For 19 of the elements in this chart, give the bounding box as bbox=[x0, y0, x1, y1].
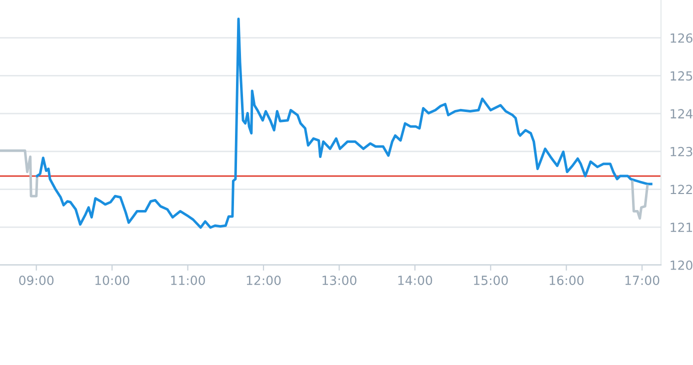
x-tick-label: 10:00 bbox=[95, 276, 130, 286]
y-tick-label: 124 bbox=[670, 109, 692, 118]
y-tick-label: 120 bbox=[670, 260, 692, 270]
y-tick-label: 125 bbox=[670, 71, 692, 81]
y-tick-label: 123 bbox=[670, 146, 692, 156]
y-tick-label: 126 bbox=[670, 33, 692, 43]
x-tick-label: 12:00 bbox=[246, 276, 281, 286]
x-tick-label: 14:00 bbox=[398, 276, 432, 286]
y-tick-label: 122 bbox=[670, 184, 692, 194]
x-tick-label: 13:00 bbox=[322, 276, 356, 286]
x-tick-label: 09:00 bbox=[19, 276, 54, 286]
y-tick-label: 121 bbox=[670, 222, 692, 232]
x-tick-label: 11:00 bbox=[171, 276, 205, 286]
x-tick-label: 15:00 bbox=[474, 276, 508, 286]
line-series bbox=[36, 18, 652, 229]
line-series bbox=[0, 149, 38, 198]
x-tick-label: 17:00 bbox=[625, 276, 660, 286]
line-series bbox=[630, 180, 649, 220]
x-tick-label: 16:00 bbox=[550, 276, 584, 286]
